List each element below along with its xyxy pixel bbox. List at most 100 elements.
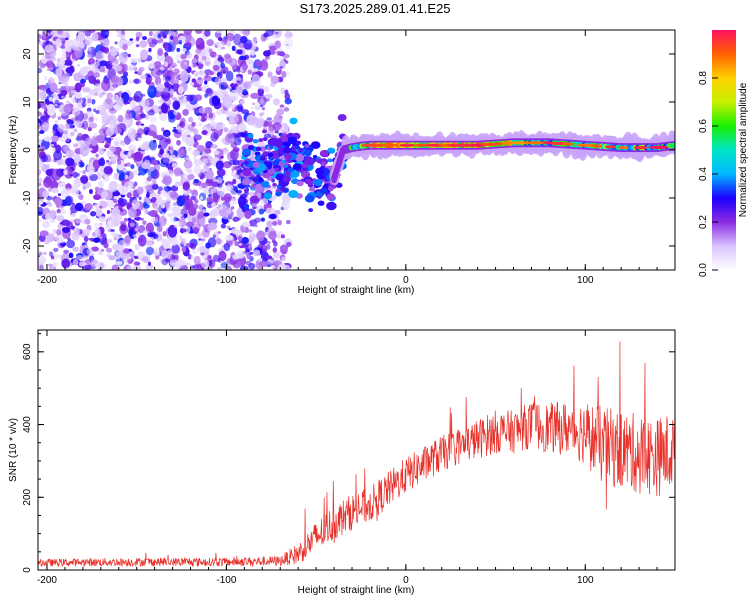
spectrogram-noise-cell — [216, 267, 223, 270]
spectrogram-noise-cell — [124, 163, 128, 167]
spectrogram-noise-cell — [63, 59, 73, 67]
spectrogram-noise-cell — [193, 159, 202, 165]
spectrogram-noise-cell — [65, 133, 72, 139]
spectrogram-noise-cell — [266, 259, 274, 265]
spectrogram-noise-cell — [49, 251, 54, 257]
spectrogram-noise-cell — [261, 106, 265, 111]
spectrogram-noise-cell — [187, 116, 194, 123]
spectrogram-noise-cell — [266, 255, 273, 260]
snr-xlabel: Height of straight line (km) — [298, 585, 415, 596]
spectrogram-noise-cell — [234, 240, 239, 247]
spectrogram-noise-cell — [98, 147, 105, 155]
spectrogram-noise-cell — [284, 31, 293, 39]
spectrogram-noise-cell — [267, 71, 273, 78]
spectrogram-signal-cell — [304, 144, 310, 149]
spectrogram-noise-cell — [156, 206, 162, 213]
spectrogram-noise-cell — [205, 56, 211, 62]
spectrogram-noise-cell — [115, 96, 124, 107]
spectrogram-noise-cell — [144, 209, 149, 215]
spectrogram-noise-cell — [66, 239, 75, 249]
spectrogram-noise-cell — [206, 201, 214, 209]
spectrogram-noise-cell — [137, 137, 142, 141]
spectrogram-noise-cell — [185, 156, 191, 162]
spectrogram-noise-cell — [211, 95, 221, 107]
spectrogram-signal-cell — [263, 192, 272, 200]
spectrogram-noise-cell — [38, 256, 47, 265]
spectrogram-noise-cell — [209, 210, 218, 219]
spectrogram-noise-cell — [93, 61, 100, 67]
spectrogram-noise-cell — [286, 241, 292, 247]
spectrogram-signal-cell — [315, 167, 325, 175]
spectrogram-noise-cell — [198, 238, 202, 241]
spectrogram-noise-cell — [133, 90, 143, 103]
spectrogram-noise-cell — [182, 48, 187, 52]
spectrogram-noise-cell — [229, 113, 239, 125]
snr-frame — [37, 329, 676, 571]
spectrogram-noise-cell — [184, 130, 192, 136]
spectrogram-noise-cell — [97, 216, 107, 222]
spectrogram-noise-cell — [209, 51, 217, 58]
spectrogram-noise-cell — [272, 122, 282, 131]
spectrogram-noise-cell — [193, 134, 202, 141]
spectrogram-noise-cell — [223, 242, 231, 252]
spectrogram-noise-cell — [205, 242, 211, 249]
spectrogram-noise-cell — [231, 227, 239, 235]
spectrogram-noise-cell — [203, 75, 213, 82]
spectrogram-noise-cell — [145, 183, 150, 186]
spectrogram-noise-cell — [190, 195, 197, 201]
spectrogram-noise-cell — [236, 49, 243, 55]
spectrogram-noise-cell — [183, 30, 193, 36]
spectrogram-noise-cell — [164, 81, 170, 88]
spectrogram-noise-cell — [216, 168, 226, 177]
spectrogram-noise-cell — [63, 130, 69, 135]
spectrogram-signal-cell — [262, 171, 271, 179]
spectrogram-noise-cell — [79, 261, 84, 267]
spectrogram-noise-cell — [96, 262, 100, 265]
spectrogram-noise-cell — [162, 91, 170, 102]
spectrogram-noise-cell — [208, 112, 214, 119]
spectrogram-noise-cell — [60, 89, 68, 96]
spectrogram-noise-cell — [129, 128, 133, 132]
spectrogram-noise-cell — [81, 120, 89, 130]
spectrogram-noise-cell — [260, 251, 270, 263]
spectrogram-noise-cell — [223, 149, 229, 156]
spectrogram-noise-cell — [282, 200, 291, 211]
spectrogram-noise-cell — [271, 34, 278, 40]
spectrogram-noise-cell — [276, 50, 281, 56]
spectrogram-noise-cell — [183, 213, 188, 218]
spectrogram-noise-cell — [115, 206, 119, 209]
spectrogram-noise-cell — [69, 262, 74, 267]
spectrogram-noise-cell — [267, 241, 271, 244]
spectrogram-noise-cell — [196, 112, 201, 117]
spectrogram-noise-cell — [88, 75, 97, 84]
spectrogram-noise-cell — [199, 196, 204, 201]
spectrogram-noise-cell — [84, 75, 90, 81]
spectrogram-signal-cell — [301, 163, 308, 169]
spectrogram-noise-cell — [245, 260, 252, 266]
spectrogram-noise-cell — [158, 215, 167, 227]
spectrogram-noise-cell — [279, 104, 285, 108]
spectrogram-noise-cell — [167, 249, 172, 256]
spectrogram-noise-cell — [113, 127, 122, 134]
spectrogram-signal-cell — [284, 171, 292, 177]
spectrogram-noise-cell — [91, 98, 96, 105]
spectrogram-noise-cell — [233, 184, 237, 187]
spectrogram-noise-cell — [255, 119, 264, 128]
spectrogram-signal-cell — [261, 181, 270, 188]
spectrogram-noise-cell — [181, 220, 187, 226]
spectrogram-noise-cell — [110, 229, 115, 232]
spectrogram-signal-cell — [251, 177, 258, 182]
spectrogram-noise-cell — [272, 98, 280, 106]
colorbar: 0.0 0.2 0.4 0.6 0.8 Normalized spectral ampl… — [698, 30, 749, 277]
spectrogram-noise-cell — [215, 110, 223, 115]
spectrogram-noise-cell — [79, 143, 89, 157]
spectrogram-noise-cell — [109, 154, 119, 161]
spectrogram-noise-cell — [250, 106, 254, 110]
spectrogram-noise-cell — [39, 230, 49, 237]
spectrogram-noise-cell — [145, 77, 152, 85]
spectrogram-noise-cell — [208, 222, 218, 231]
spectrogram-noise-cell — [135, 31, 143, 38]
spectrogram-noise-cell — [157, 48, 164, 56]
spectrogram-signal-core — [671, 142, 675, 148]
spectrogram-noise-cell — [283, 107, 290, 112]
